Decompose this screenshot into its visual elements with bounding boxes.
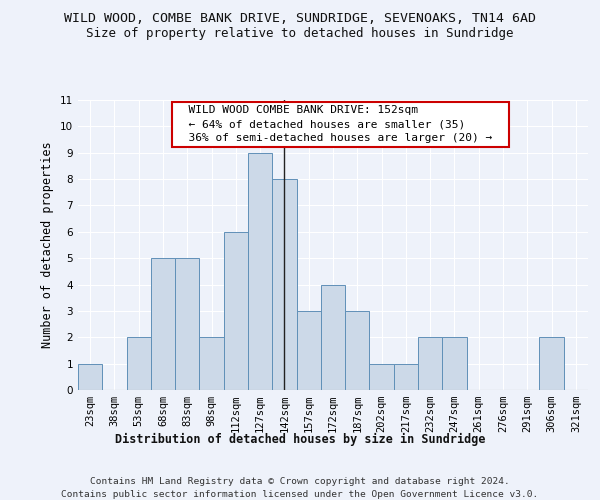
Text: WILD WOOD COMBE BANK DRIVE: 152sqm  
  ← 64% of detached houses are smaller (35): WILD WOOD COMBE BANK DRIVE: 152sqm ← 64%…: [175, 106, 506, 144]
Bar: [442, 338, 467, 390]
Bar: [199, 338, 224, 390]
Y-axis label: Number of detached properties: Number of detached properties: [41, 142, 55, 348]
Bar: [345, 311, 370, 390]
Bar: [370, 364, 394, 390]
Bar: [78, 364, 102, 390]
Bar: [394, 364, 418, 390]
Bar: [127, 338, 151, 390]
Bar: [175, 258, 199, 390]
Bar: [248, 152, 272, 390]
Bar: [539, 338, 564, 390]
Bar: [272, 179, 296, 390]
Bar: [418, 338, 442, 390]
Text: Contains HM Land Registry data © Crown copyright and database right 2024.: Contains HM Land Registry data © Crown c…: [90, 478, 510, 486]
Text: WILD WOOD, COMBE BANK DRIVE, SUNDRIDGE, SEVENOAKS, TN14 6AD: WILD WOOD, COMBE BANK DRIVE, SUNDRIDGE, …: [64, 12, 536, 26]
Bar: [151, 258, 175, 390]
Bar: [224, 232, 248, 390]
Bar: [321, 284, 345, 390]
Text: Size of property relative to detached houses in Sundridge: Size of property relative to detached ho…: [86, 28, 514, 40]
Text: Distribution of detached houses by size in Sundridge: Distribution of detached houses by size …: [115, 432, 485, 446]
Text: Contains public sector information licensed under the Open Government Licence v3: Contains public sector information licen…: [61, 490, 539, 499]
Bar: [296, 311, 321, 390]
